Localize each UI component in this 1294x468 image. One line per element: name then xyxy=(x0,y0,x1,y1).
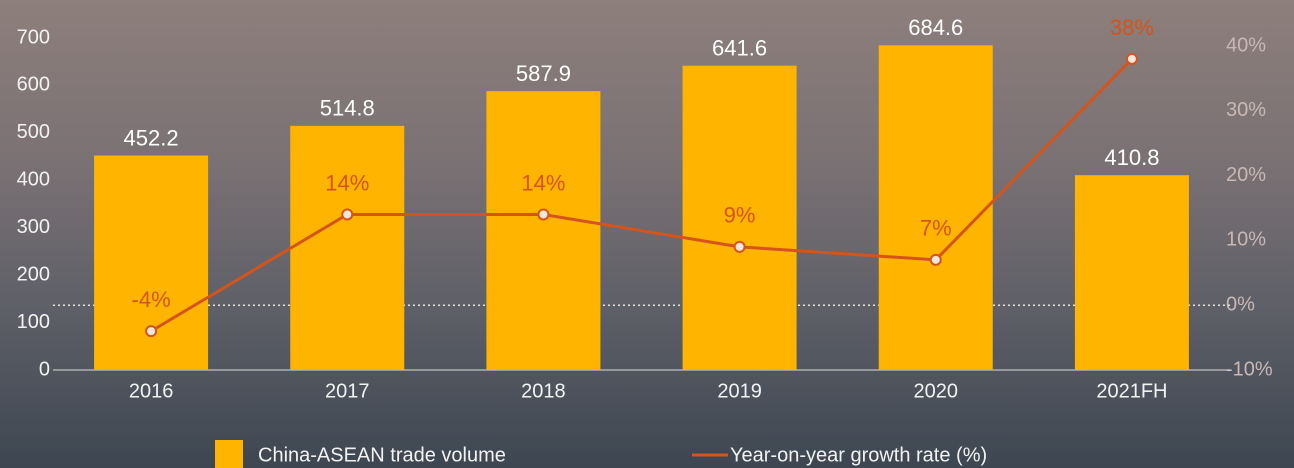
bar-value-label: 410.8 xyxy=(1104,145,1159,170)
line-value-label: 14% xyxy=(521,170,565,195)
bar xyxy=(1075,175,1189,370)
y-tick-label: 100 xyxy=(17,311,50,333)
y-tick-label: 400 xyxy=(17,169,50,191)
line-value-label: 38% xyxy=(1110,15,1154,40)
legend-swatch xyxy=(215,440,243,468)
x-tick-label: 2016 xyxy=(129,380,174,402)
y2-tick-label: 30% xyxy=(1226,99,1266,121)
x-tick-label: 2017 xyxy=(325,380,370,402)
bar xyxy=(290,126,404,370)
bar xyxy=(486,91,600,370)
y-tick-label: 500 xyxy=(17,121,50,143)
x-tick-label: 2018 xyxy=(521,380,566,402)
line-point xyxy=(146,326,156,336)
bar-value-label: 641.6 xyxy=(712,36,767,61)
y2-tick-label: 10% xyxy=(1226,229,1266,251)
line-point xyxy=(931,255,941,265)
x-tick-label: 2021FH xyxy=(1096,380,1167,402)
y-tick-label: 200 xyxy=(17,263,50,285)
x-tick-label: 2019 xyxy=(717,380,762,402)
x-tick-label: 2020 xyxy=(914,380,959,402)
line-point xyxy=(538,209,548,219)
y2-tick-label: 40% xyxy=(1226,34,1266,56)
line-value-label: 14% xyxy=(325,170,369,195)
y-tick-label: 700 xyxy=(17,26,50,48)
y2-tick-label: 20% xyxy=(1226,164,1266,186)
line-value-label: 9% xyxy=(724,203,756,228)
bar xyxy=(879,45,993,370)
line-point xyxy=(342,209,352,219)
bar-value-label: 587.9 xyxy=(516,61,571,86)
bar xyxy=(94,156,208,370)
legend-label: China-ASEAN trade volume xyxy=(258,444,506,466)
bar-value-label: 452.2 xyxy=(124,125,179,150)
line-value-label: -4% xyxy=(132,287,171,312)
y-tick-label: 0 xyxy=(39,358,50,380)
chart: 0 100 200 300 400 500 600 700 -10% 0% 10% 20% 30% 40%… xyxy=(0,0,1294,468)
line-point xyxy=(1127,54,1137,64)
y-tick-label: 600 xyxy=(17,74,50,96)
line-value-label: 7% xyxy=(920,216,952,241)
y2-tick-label: 0% xyxy=(1226,293,1255,315)
bar-value-label: 514.8 xyxy=(320,96,375,121)
legend-label: Year-on-year growth rate (%) xyxy=(730,444,987,466)
line-point xyxy=(735,242,745,252)
y-tick-label: 300 xyxy=(17,216,50,238)
y2-tick-label: -10% xyxy=(1226,358,1273,380)
bar-value-label: 684.6 xyxy=(908,15,963,40)
